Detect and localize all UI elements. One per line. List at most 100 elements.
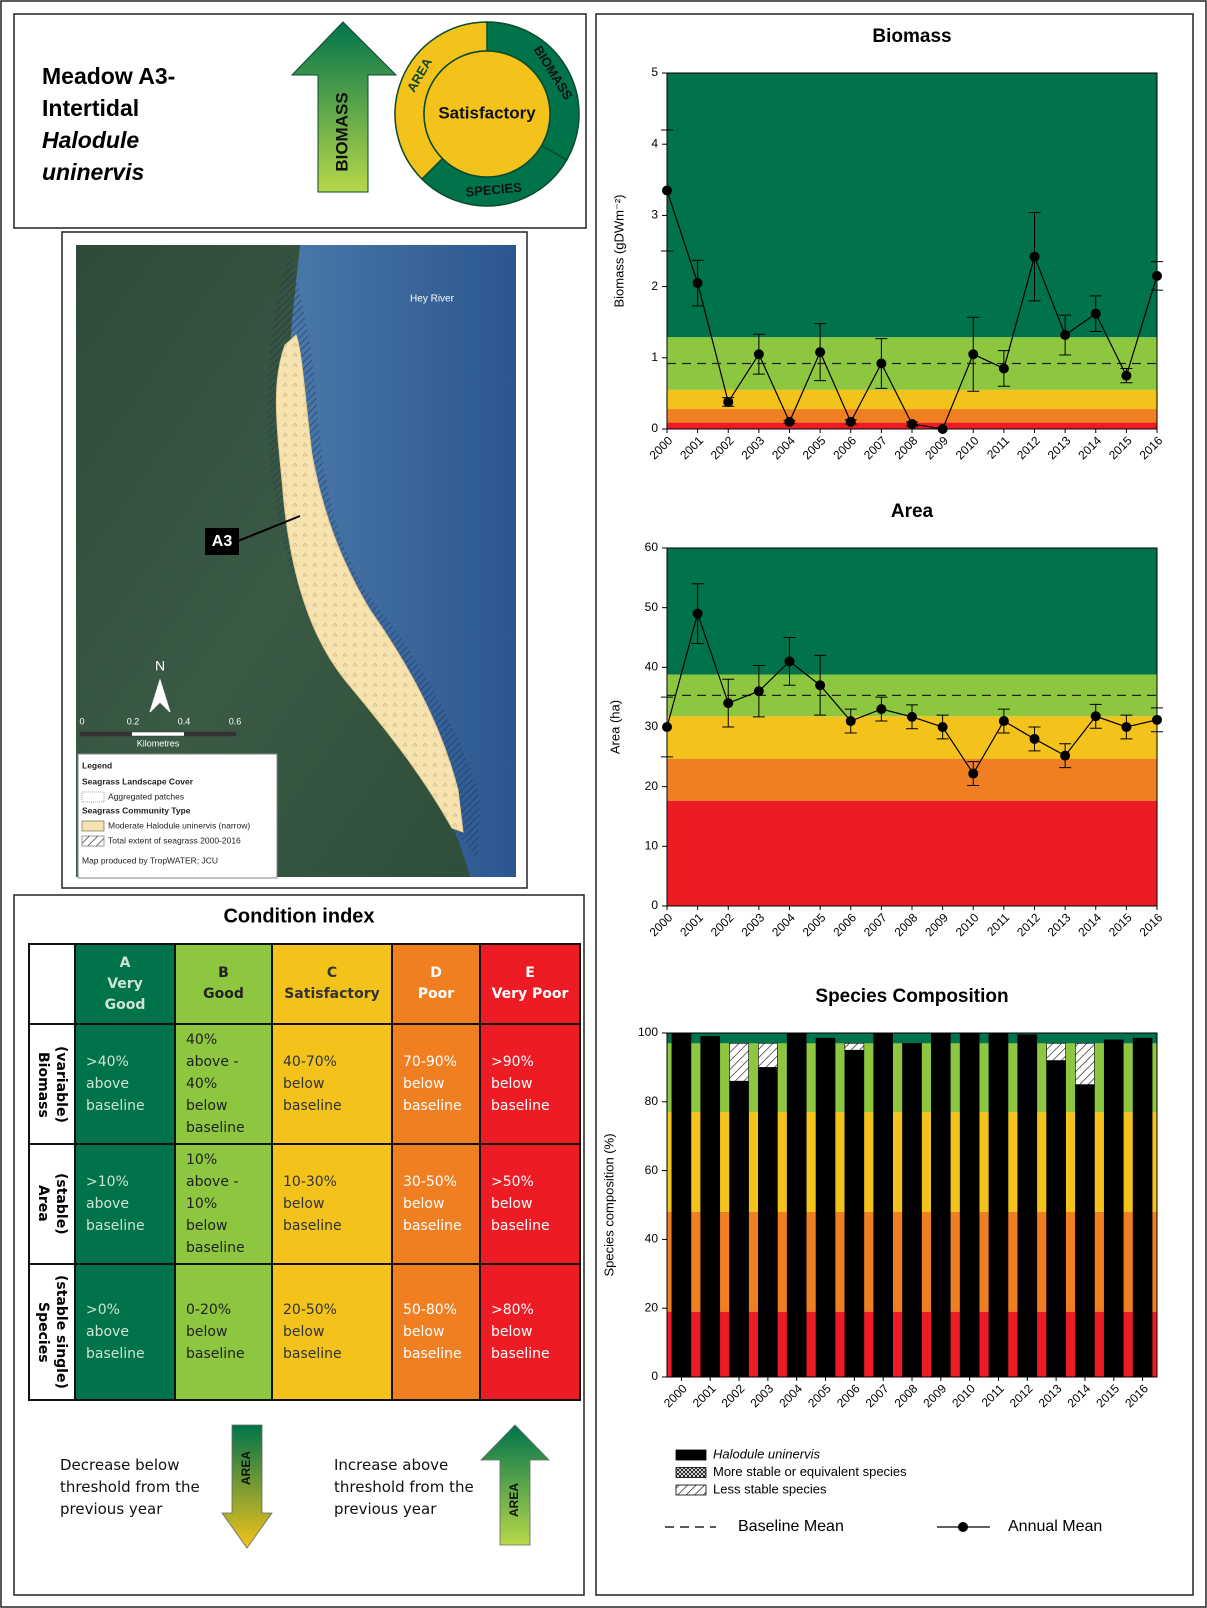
species-bar xyxy=(1104,1040,1123,1377)
annual-mean-point xyxy=(1030,252,1040,262)
threshold-cell: 40% above - 40% below baseline xyxy=(175,1024,272,1144)
y-tick-label: 0 xyxy=(651,421,658,435)
indicator-sub: (variable) xyxy=(52,1046,70,1123)
map-legend-text: Legend xyxy=(82,760,112,770)
species-bar xyxy=(989,1033,1008,1377)
y-tick-label: 40 xyxy=(645,1232,659,1246)
annual-mean-point xyxy=(785,656,795,666)
decrease-note: Decrease below threshold from the previo… xyxy=(60,1454,210,1520)
grade-header: BGood xyxy=(175,944,272,1024)
y-tick-label: 30 xyxy=(645,719,659,733)
annual-mean-point xyxy=(968,769,978,779)
y-tick-label: 2 xyxy=(651,279,658,293)
corner-cell xyxy=(29,944,75,1024)
grade-label: Very Good xyxy=(86,974,164,1016)
annual-mean-point xyxy=(999,716,1009,726)
threshold-cell: 10% above - 10% below baseline xyxy=(175,1144,272,1264)
grade-label: Poor xyxy=(403,984,469,1005)
threshold-cell: 70-90% below baseline xyxy=(392,1024,480,1144)
annual-mean-point xyxy=(693,278,703,288)
annual-mean-point xyxy=(1091,711,1101,721)
species-bar xyxy=(701,1036,720,1377)
condition-band xyxy=(667,390,1157,409)
scale-tick: 0 xyxy=(79,716,84,726)
map-legend-text: Aggregated patches xyxy=(108,791,184,801)
indicator-label-text: Species(stable single) xyxy=(34,1275,70,1389)
indicator-label-text: Area(stable) xyxy=(34,1173,70,1235)
y-axis-label: Area (ha) xyxy=(607,700,622,754)
annual-mean-point xyxy=(1060,330,1070,340)
y-tick-label: 20 xyxy=(645,1300,659,1314)
meadow-label: A3 xyxy=(212,533,233,550)
y-tick-label: 0 xyxy=(651,1369,658,1383)
species-bar xyxy=(931,1033,950,1377)
species-bar xyxy=(845,1043,864,1050)
y-tick-label: 50 xyxy=(645,600,659,614)
annual-mean-point xyxy=(815,347,825,357)
chart-title: Biomass xyxy=(872,26,951,47)
indicator-label: Area(stable) xyxy=(29,1144,75,1264)
y-tick-label: 5 xyxy=(651,65,658,79)
scale-bar-part xyxy=(184,732,236,736)
legend-swatch xyxy=(676,1468,706,1478)
condition-band xyxy=(667,73,1157,337)
annual-mean-point xyxy=(1091,309,1101,319)
title-line: Meadow A3- xyxy=(42,63,175,89)
north-label: N xyxy=(155,658,165,674)
species-bar xyxy=(730,1081,749,1377)
grade-letter: A xyxy=(86,953,164,974)
indicator-sub: (stable single) xyxy=(52,1275,70,1389)
threshold-cell: 20-50% below baseline xyxy=(272,1264,392,1400)
species-bar xyxy=(845,1050,864,1377)
species-bar xyxy=(816,1038,835,1377)
species-bar xyxy=(960,1033,979,1377)
grade-letter: B xyxy=(186,963,261,984)
annual-mean-point xyxy=(876,704,886,714)
legend-swatch xyxy=(676,1485,706,1495)
scale-tick: 0.4 xyxy=(178,716,191,726)
y-tick-label: 3 xyxy=(651,208,658,222)
place-label: Hey River xyxy=(410,294,455,305)
y-tick-label: 40 xyxy=(645,660,659,674)
indicator-label: Biomass(variable) xyxy=(29,1024,75,1144)
chart-title: Species Composition xyxy=(815,986,1008,1007)
page: {"header":{"title_lines":["Meadow A3-","… xyxy=(0,0,1207,1608)
grade-label: Good xyxy=(186,984,261,1005)
annual-mean-point xyxy=(815,680,825,690)
species-bar xyxy=(672,1033,691,1377)
y-axis-label: Biomass (gDWm⁻²) xyxy=(611,194,626,307)
threshold-cell: >80% below baseline xyxy=(480,1264,580,1400)
scale-unit: Kilometres xyxy=(137,738,180,748)
y-axis-label: Species composition (%) xyxy=(601,1133,616,1276)
annual-mean-point xyxy=(1030,734,1040,744)
grade-label: Very Poor xyxy=(491,984,569,1005)
annual-mean-point xyxy=(968,349,978,359)
map-legend-text: Total extent of seagrass 2000-2016 xyxy=(108,835,241,845)
condition-band xyxy=(667,801,1157,906)
indicator-name: Species xyxy=(34,1275,52,1389)
arrow-label: BIOMASS xyxy=(332,92,351,171)
condition-title: Condition index xyxy=(223,905,374,927)
y-tick-label: 4 xyxy=(651,136,658,150)
arrow-label: AREA xyxy=(507,1483,521,1517)
map-legend-text: Moderate Halodule uninervis (narrow) xyxy=(108,820,250,830)
annual-mean-point xyxy=(876,358,886,368)
title-line: uninervis xyxy=(42,159,144,185)
indicator-row: Biomass(variable)>40% above baseline40% … xyxy=(29,1024,580,1144)
legend-swatch xyxy=(82,821,104,831)
scale-tick: 0.6 xyxy=(229,716,242,726)
indicator-row: Species(stable single)>0% above baseline… xyxy=(29,1264,580,1400)
map-legend-text: Map produced by TropWATER; JCU xyxy=(82,855,218,865)
species-bar xyxy=(787,1033,806,1377)
annual-mean-point xyxy=(754,686,764,696)
annual-mean-point xyxy=(999,363,1009,373)
threshold-cell: >0% above baseline xyxy=(75,1264,175,1400)
y-tick-label: 100 xyxy=(638,1025,658,1039)
annual-mean-point xyxy=(907,419,917,429)
condition-band xyxy=(667,759,1157,801)
threshold-cell: 10-30% below baseline xyxy=(272,1144,392,1264)
